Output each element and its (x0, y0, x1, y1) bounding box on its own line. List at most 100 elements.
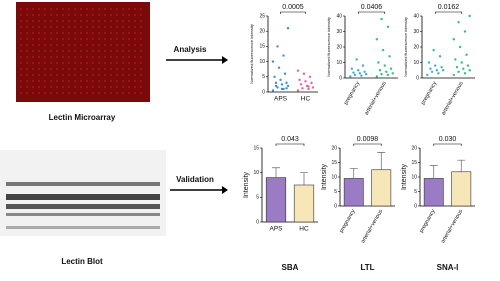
dot (283, 72, 287, 75)
y-tick-label: 20 (336, 44, 342, 50)
x-tick-label: arterial+venous (360, 209, 384, 245)
dot (452, 38, 455, 41)
y-axis-label: Normalized fluorescence intensity (403, 17, 408, 77)
y-tick-label: 10 (336, 60, 342, 66)
dot (271, 89, 275, 92)
dot (299, 83, 303, 86)
significance-bracket (275, 143, 305, 146)
dot (361, 64, 365, 67)
bar (265, 177, 287, 223)
x-tick-label: APS (269, 226, 283, 233)
y-tick-label: 5 (414, 189, 417, 195)
dot (271, 60, 275, 63)
dot (302, 72, 306, 75)
dot (353, 73, 357, 77)
dot (458, 45, 462, 49)
y-axis-label: Intensity (401, 163, 408, 190)
dot (438, 55, 442, 58)
dot (380, 72, 383, 76)
y-tick-label: 5 (334, 189, 337, 195)
dot (273, 75, 276, 79)
dot (311, 86, 315, 89)
p-value: 0.0162 (438, 4, 460, 11)
arrow-label: Validation (176, 175, 214, 184)
dot (380, 17, 383, 21)
dot (440, 65, 443, 69)
dot (296, 89, 300, 92)
error-bar (349, 167, 358, 179)
error-bar (429, 165, 438, 179)
arrow-head (222, 186, 228, 194)
p-value: 0.0005 (282, 4, 304, 11)
dot (434, 64, 437, 67)
dot (365, 72, 368, 76)
dot (435, 69, 439, 72)
y-tick-label: 10 (411, 174, 417, 180)
y-tick-label: 20 (331, 145, 337, 151)
dot (274, 84, 278, 88)
blot-label: Lectin Blot (61, 257, 103, 266)
dot (363, 70, 366, 74)
y-tick-label: 0 (416, 75, 419, 81)
dot (358, 72, 362, 75)
y-tick-label: 0 (262, 89, 265, 95)
dot (437, 72, 440, 75)
x-tick-label: pregnancy (419, 209, 437, 234)
y-tick-label: 25 (259, 13, 265, 19)
error-bar (300, 172, 308, 185)
dot (463, 30, 467, 33)
p-value: 0.030 (439, 136, 457, 143)
dot (355, 58, 358, 61)
y-tick-label: 0 (339, 75, 342, 81)
dot (389, 67, 393, 70)
dot (378, 69, 382, 72)
bar (343, 178, 364, 207)
dot (276, 86, 279, 89)
dot (282, 54, 285, 57)
dot (274, 81, 278, 85)
dot (427, 61, 431, 64)
y-tick-label: 15 (331, 160, 337, 166)
dot (279, 78, 282, 82)
y-tick-label: 10 (413, 60, 419, 66)
dot (307, 85, 310, 88)
dot (430, 70, 434, 74)
dot (383, 64, 386, 67)
significance-bracket (434, 11, 463, 14)
dot (388, 55, 391, 58)
array-label: Lectin Microarray (49, 113, 116, 122)
chart-title: SBA (282, 263, 299, 272)
y-tick-label: 15 (253, 145, 259, 151)
y-tick-label: 15 (411, 160, 417, 166)
chart-title: LTL (360, 263, 374, 272)
y-tick-label: 15 (259, 44, 265, 50)
dot (304, 80, 307, 83)
dot (462, 67, 465, 70)
x-tick-label: pregnancy (339, 209, 357, 234)
dot (276, 45, 279, 48)
dot (452, 73, 455, 77)
dot (468, 69, 471, 72)
p-value: 0.0406 (361, 4, 383, 11)
error-bar (457, 159, 466, 172)
dot (350, 67, 354, 70)
dot (426, 73, 429, 77)
dot (442, 69, 445, 72)
x-tick-label: arterial+venous (441, 81, 465, 117)
y-tick-label: 40 (336, 13, 342, 19)
dot (375, 75, 378, 78)
bar (371, 169, 392, 207)
y-tick-label: 5 (262, 74, 265, 80)
dot (285, 87, 288, 90)
dot (285, 81, 288, 85)
p-value: 0.0098 (357, 136, 379, 143)
dot (307, 87, 310, 91)
dot (377, 61, 380, 64)
dot (463, 72, 467, 75)
dot (432, 48, 435, 52)
x-tick-label: arterial+venous (364, 81, 388, 117)
dot (465, 53, 468, 56)
significance-bracket (353, 143, 382, 146)
dot (375, 38, 378, 41)
y-tick-label: 0 (414, 203, 417, 209)
